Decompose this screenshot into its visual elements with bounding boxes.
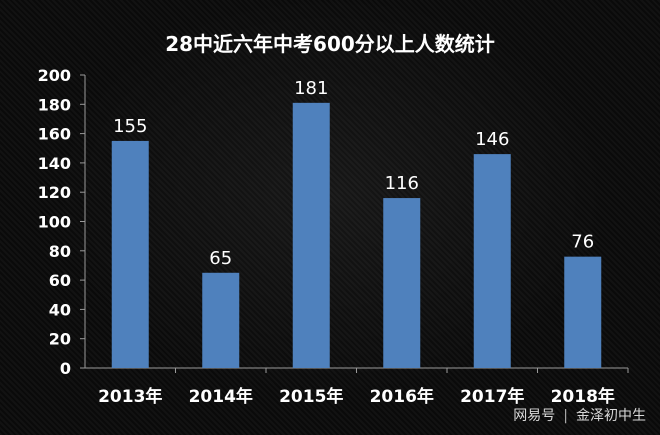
- bar: [292, 102, 330, 369]
- watermark-author: 金泽初中生: [576, 408, 646, 424]
- watermark-brand: 网易号: [513, 408, 556, 424]
- y-tick-label: 20: [49, 330, 71, 349]
- watermark: 网易号 | 金泽初中生: [513, 405, 646, 425]
- data-label: 146: [475, 129, 509, 150]
- data-label: 155: [113, 116, 147, 137]
- x-tick-label: 2018年: [551, 386, 615, 407]
- y-tick-label: 60: [49, 271, 71, 290]
- watermark-separator: |: [563, 408, 568, 424]
- chart-title: 28中近六年中考600分以上人数统计: [165, 32, 495, 56]
- data-label: 76: [571, 232, 594, 253]
- bar: [202, 272, 240, 368]
- bar: [383, 198, 421, 368]
- y-tick-label: 80: [49, 242, 71, 261]
- x-tick-label: 2015年: [279, 386, 343, 407]
- data-label: 181: [294, 78, 328, 99]
- x-tick-label: 2017年: [460, 386, 524, 407]
- y-tick-label: 140: [38, 154, 71, 173]
- y-tick-label: 120: [38, 183, 71, 202]
- y-tick-label: 160: [38, 125, 71, 144]
- data-label: 116: [385, 173, 419, 194]
- y-tick-label: 0: [60, 359, 71, 378]
- x-tick-label: 2014年: [189, 386, 253, 407]
- y-tick-label: 200: [38, 66, 71, 85]
- bar: [564, 256, 602, 368]
- data-label: 65: [209, 248, 232, 269]
- y-tick-label: 100: [38, 213, 71, 232]
- x-tick-label: 2016年: [370, 386, 434, 407]
- y-tick-label: 180: [38, 95, 71, 114]
- y-tick-label: 40: [49, 300, 71, 319]
- x-tick-label: 2013年: [98, 386, 162, 407]
- bar: [473, 154, 511, 368]
- bar: [111, 140, 149, 368]
